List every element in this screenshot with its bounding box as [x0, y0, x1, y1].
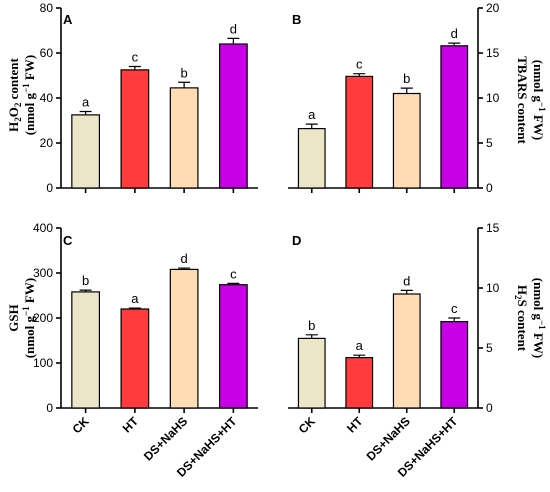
panel-c-y-tick-label: 200 — [33, 311, 53, 325]
panel-d-y-tick-label: 5 — [486, 341, 493, 355]
panel-c: C GSH (nmol g−1 FW) 0 100 200 300 400 b CK a HT d… — [6, 221, 258, 480]
panel-a-bar-ds-nahs — [169, 87, 199, 189]
panel-a-ylabel-unit: (nmol g−1 FW) — [21, 55, 37, 135]
panel-d-category-label: CK — [296, 414, 318, 436]
panel-c-bar-ds-nahs-ht — [218, 284, 248, 409]
panel-a-error-bar — [128, 65, 141, 70]
panel-d-error-bar — [400, 289, 413, 294]
panel-b-bar-ht — [345, 75, 374, 189]
panel-d-sig-letter: c — [451, 301, 458, 316]
panel-b-ylabel: TBARS content — [515, 56, 530, 144]
panel-a-sig-letter: b — [181, 65, 188, 80]
panel-a-y-tick-label: 20 — [40, 136, 54, 150]
panel-a-y-tick-label: 0 — [46, 181, 53, 195]
panel-a-ylabel: H2O2 content — [6, 58, 23, 132]
panel-c-category-label: HT — [120, 414, 142, 436]
panel-c-bar-ht — [120, 308, 150, 409]
panel-b-bar-ck — [297, 128, 326, 189]
panel-b-error-bar — [305, 123, 318, 129]
panel-b-sig-letter: c — [356, 57, 363, 72]
panel-c-sig-letter: b — [82, 273, 89, 288]
panel-c-ylabel-unit: (nmol g−1 FW) — [21, 278, 37, 358]
panel-a-sig-letter: c — [132, 50, 139, 65]
panel-a-bar-ck — [71, 114, 101, 189]
panel-b-sig-letter: a — [308, 107, 316, 122]
panel-d-bar-ht — [345, 357, 374, 409]
panel-d: D H2S content (nmol g−1 FW) 0 5 10 15 b CK a HT… — [288, 221, 547, 480]
panel-b-y-tick-label: 0 — [486, 181, 493, 195]
panel-c-y-tick-label: 100 — [33, 356, 53, 370]
panel-d-bar-ds-nahs — [392, 293, 421, 409]
panel-d-y-tick-label: 10 — [486, 281, 500, 295]
panel-b-y-tick-label: 20 — [486, 1, 500, 15]
panel-c-bar-ds-nahs — [169, 268, 199, 409]
panel-c-sig-letter: d — [181, 251, 188, 266]
panel-c-sig-letter: c — [230, 266, 237, 281]
panel-c-letter: C — [63, 233, 73, 248]
panel-c-bar-ck — [71, 291, 101, 409]
panel-b-y-tick-label: 10 — [486, 91, 500, 105]
panel-c-y-tick-label: 300 — [33, 266, 53, 280]
panel-b: B TBARS content (nmol g−1 FW) 0 5 10 15 20 a c… — [288, 1, 547, 195]
panel-d-bar-ds-nahs-ht — [440, 321, 469, 409]
panel-a-y-tick-label: 80 — [40, 1, 54, 15]
panel-c-sig-letter: a — [131, 291, 139, 306]
panel-d-letter: D — [292, 233, 301, 248]
panel-b-error-bar — [400, 87, 413, 94]
panel-a-letter: A — [63, 12, 73, 27]
panel-b-sig-letter: b — [403, 71, 410, 86]
panel-c-error-bar — [79, 289, 92, 292]
panel-d-category-label: HT — [344, 414, 366, 436]
panel-c-category-label: CK — [70, 414, 92, 436]
panel-b-bar-ds-nahs — [392, 92, 421, 189]
panel-a-bar-ht — [120, 69, 150, 189]
panel-d-category-label: DS+NaHS — [364, 414, 413, 463]
panel-b-bar-ds-nahs-ht — [440, 45, 469, 189]
panel-d-ylabel: H2S content — [513, 285, 530, 352]
panel-d-sig-letter: d — [403, 273, 410, 288]
panel-b-error-bar — [353, 73, 366, 77]
panel-a-sig-letter: d — [230, 21, 237, 36]
panel-d-sig-letter: b — [308, 318, 315, 333]
panel-c-y-tick-label: 0 — [46, 401, 53, 415]
panel-a-sig-letter: a — [82, 95, 90, 110]
panel-c-category-label: DS+NaHS — [141, 414, 190, 463]
panel-d-y-tick-label: 0 — [486, 401, 493, 415]
panel-a-y-tick-label: 40 — [40, 91, 54, 105]
panel-b-letter: B — [292, 12, 301, 27]
panel-b-y-tick-label: 15 — [486, 46, 500, 60]
panel-c-error-bar — [227, 282, 240, 285]
panel-d-bar-ck — [297, 337, 326, 409]
panel-b-y-tick-label: 5 — [486, 136, 493, 150]
panel-d-y-tick-label: 15 — [486, 221, 500, 235]
panel-c-error-bar — [128, 307, 141, 309]
panel-d-sig-letter: a — [356, 338, 364, 353]
panel-d-error-bar — [305, 334, 318, 339]
panel-a-error-bar — [79, 110, 92, 115]
panel-a-error-bar — [227, 37, 240, 44]
panel-c-ylabel: GSH — [6, 304, 21, 331]
panel-d-error-bar — [353, 354, 366, 358]
panel-a-y-tick-label: 60 — [40, 46, 54, 60]
panel-a-bar-ds-nahs-ht — [218, 43, 248, 189]
panel-c-y-tick-label: 400 — [33, 221, 53, 235]
panel-d-ylabel-unit: (nmol g−1 FW) — [531, 278, 547, 358]
panel-a: A H2O2 content (nmol g−1 FW) 0 20 40 60 80 a c… — [6, 1, 258, 195]
panel-d-error-bar — [448, 317, 461, 322]
panel-a-error-bar — [178, 81, 191, 88]
panel-b-error-bar — [448, 42, 461, 46]
panel-b-sig-letter: d — [451, 26, 458, 41]
panel-b-ylabel-unit: (nmol g−1 FW) — [531, 60, 547, 140]
panel-c-error-bar — [178, 267, 191, 270]
